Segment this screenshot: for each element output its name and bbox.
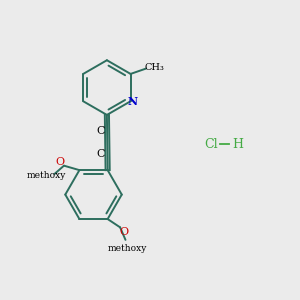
Text: CH₃: CH₃ [144,63,164,72]
Text: Cl: Cl [205,138,218,151]
Text: N: N [128,96,138,107]
Text: O: O [120,227,129,237]
Text: methoxy: methoxy [26,171,66,180]
Text: C: C [97,148,105,159]
Text: C: C [96,127,105,136]
Text: O: O [56,157,65,166]
Text: H: H [232,138,244,151]
Text: methoxy: methoxy [107,244,147,253]
